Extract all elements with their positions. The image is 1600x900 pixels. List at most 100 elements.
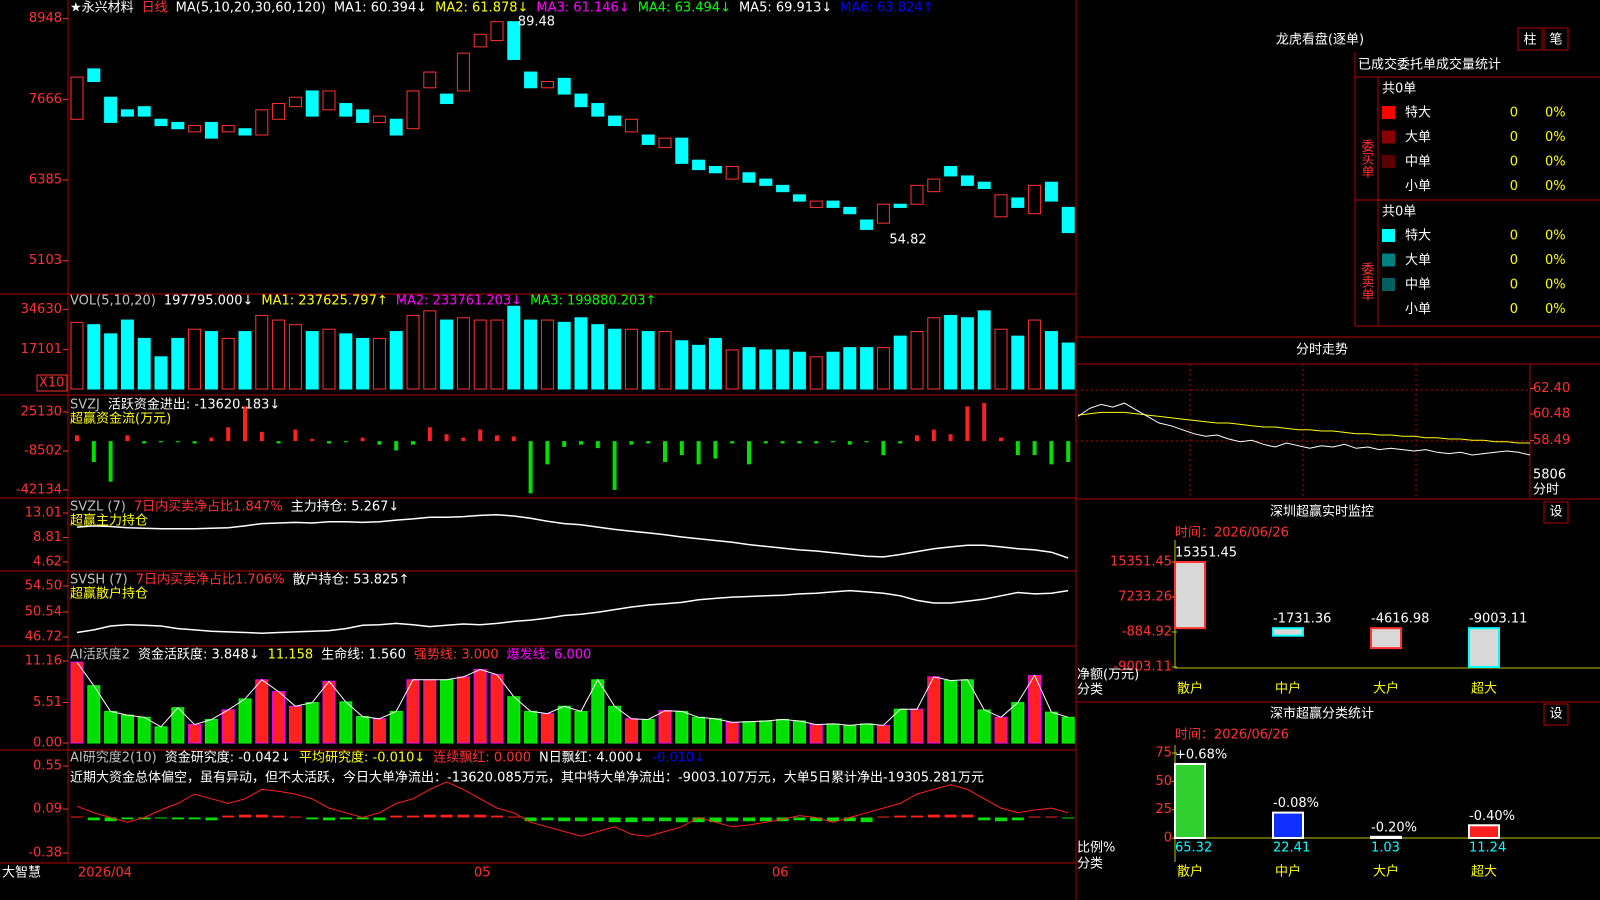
research-bar <box>457 814 470 818</box>
candle <box>70 76 84 120</box>
volume-bar <box>641 331 655 390</box>
volume-bar <box>188 328 202 390</box>
y-tick-label: 11.16 <box>25 654 62 669</box>
flow-bar <box>427 427 432 442</box>
volume-bar <box>1011 335 1025 390</box>
side-label: 委买单 <box>1359 139 1375 178</box>
flow-bar <box>763 441 768 444</box>
candle <box>540 80 554 89</box>
y-tick-label: 7666 <box>29 92 62 107</box>
color-swatch <box>1382 106 1395 119</box>
panel-title: 分时走势 <box>1296 342 1348 358</box>
candle <box>406 90 420 130</box>
activity-bar <box>826 723 840 744</box>
panel-title: 深市超赢分类统计 <box>1270 706 1374 722</box>
timestamp: 时间：2026/06/26 <box>1175 526 1289 541</box>
volume-bar <box>305 331 319 390</box>
candle <box>708 165 722 174</box>
indicator-ratio: 7日内买卖净占比1.847% <box>134 499 283 515</box>
price-line <box>1077 402 1531 456</box>
activity-bar <box>876 724 890 744</box>
row-label: 小单 <box>1405 179 1431 194</box>
y-tick-label: 13.01 <box>25 506 62 521</box>
flow-bar <box>595 441 600 449</box>
flow-bar <box>562 441 567 447</box>
activity-bar <box>104 710 118 744</box>
activity-bar <box>910 708 924 744</box>
button[interactable] <box>1543 501 1569 524</box>
activity-bar <box>759 720 773 744</box>
category-bar <box>1272 811 1304 839</box>
y-tick-label: 5.51 <box>33 695 62 710</box>
y-tick-label: 17101 <box>21 342 62 357</box>
button[interactable] <box>1543 27 1569 51</box>
research-bar <box>659 817 671 822</box>
flow-bar <box>226 427 231 442</box>
period: 日线 <box>142 1 168 16</box>
research-bar <box>759 817 772 822</box>
row-count: 0 <box>1510 106 1518 121</box>
indicator-subtitle: 超赢主力持仓 <box>70 513 148 529</box>
volume-bar <box>356 337 370 390</box>
axis-label: 分类 <box>1077 857 1103 872</box>
candle <box>977 181 991 190</box>
y-tick-label: 50 <box>1155 774 1172 789</box>
flow-bar <box>965 406 970 442</box>
value-label: 1.03 <box>1371 841 1400 856</box>
activity-bar <box>608 705 622 744</box>
activity-bar <box>776 718 790 744</box>
volume-bar <box>507 305 521 390</box>
flow-bar <box>343 441 348 443</box>
research-bar <box>810 817 823 822</box>
y-tick-label: 0.55 <box>33 759 62 774</box>
volume-bar <box>944 314 958 390</box>
row-label: 大单 <box>1405 130 1431 145</box>
flow-bar <box>646 441 651 444</box>
indicator-value: -0.010↓ <box>652 751 705 766</box>
candle <box>305 90 319 117</box>
flow-bar <box>276 441 281 444</box>
legend-item: MA3: 61.146↓ <box>536 1 629 16</box>
volume-bar <box>1061 342 1075 390</box>
button[interactable] <box>1517 27 1543 51</box>
flow-bar <box>528 441 533 494</box>
volume-bar <box>608 328 622 390</box>
flow-bar <box>75 435 79 442</box>
indicator-value: 主力持仓: 5.267↓ <box>291 500 400 515</box>
volume-bar <box>87 324 101 390</box>
volume-bar <box>322 328 336 390</box>
unit-box <box>36 374 68 392</box>
button-label: 笔 <box>1549 32 1562 48</box>
total-count: 共0单 <box>1382 205 1416 220</box>
research-bar <box>558 817 571 822</box>
row-count: 0 <box>1510 179 1518 194</box>
flow-bar <box>192 441 197 444</box>
research-bar <box>927 814 940 818</box>
research-bar <box>440 814 453 818</box>
volume-bar <box>675 340 689 390</box>
high-marker: 89.48 <box>518 15 555 30</box>
flow-bar <box>679 441 684 456</box>
activity-bar <box>742 721 756 744</box>
activity-bar <box>557 705 571 744</box>
volume-bar <box>876 347 890 390</box>
indicator-name: SVZJ <box>70 398 100 413</box>
indicator-value: 生命线: 1.560 <box>321 647 406 663</box>
candle <box>658 137 672 149</box>
activity-bar <box>356 716 370 744</box>
research-bar <box>239 814 251 818</box>
research-bar <box>491 815 503 818</box>
candle <box>473 33 487 48</box>
indicator-ratio: 7日内买卖净占比1.706% <box>136 572 285 588</box>
volume-bar <box>456 317 470 390</box>
activity-bar <box>591 679 605 744</box>
flow-bar <box>1066 441 1071 463</box>
research-bar <box>423 814 436 818</box>
research-bar <box>407 815 419 818</box>
y-tick-label: 54.50 <box>25 578 62 593</box>
indicator-value: 197795.000↓ <box>164 294 253 309</box>
y-tick-label: 46.72 <box>25 630 62 645</box>
button[interactable] <box>1543 703 1569 726</box>
y-tick-label: 15351.45 <box>1110 555 1172 570</box>
